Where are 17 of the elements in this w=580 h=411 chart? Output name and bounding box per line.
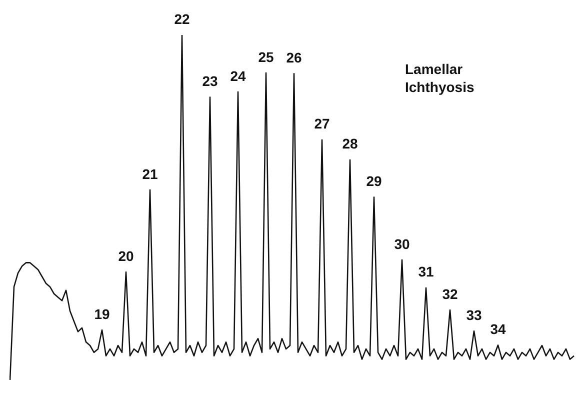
annotation: 19 [94, 306, 110, 322]
annotation: 33 [466, 306, 482, 323]
annotation: 24 [230, 68, 246, 84]
annotation: 21 [142, 166, 158, 182]
annotation: 22 [174, 10, 190, 27]
annotation: 23 [202, 72, 218, 89]
annotation: 29 [366, 173, 382, 190]
annotation: 28 [342, 136, 358, 152]
annotation: 31 [418, 264, 434, 280]
annotation: 27 [314, 116, 330, 132]
annotation: 20 [118, 248, 134, 264]
annotation: 32 [442, 286, 458, 302]
annotation: 26 [286, 50, 302, 66]
annotation: 34 [490, 321, 506, 338]
annotation: Lamellar Ichthyosis [405, 60, 476, 96]
annotation: 30 [394, 236, 410, 252]
annotation: 25 [258, 48, 274, 65]
